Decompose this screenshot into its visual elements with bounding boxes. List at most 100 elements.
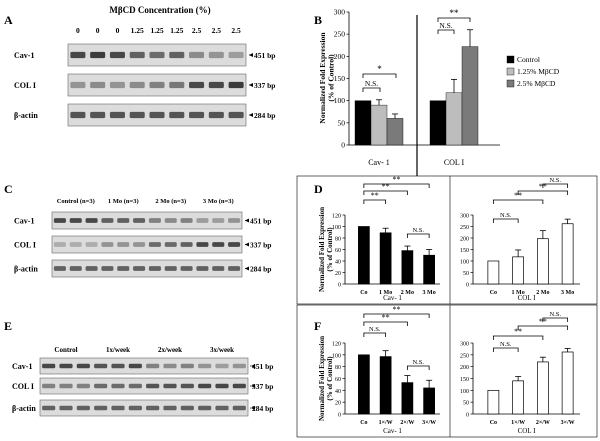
y-tick-label: 40: [335, 260, 341, 266]
y-tick-label: 60: [335, 248, 341, 254]
legend-label: 1.25% MβCD: [517, 67, 560, 76]
gel-band: [148, 218, 161, 223]
gel-band-size: 284 bp: [252, 404, 273, 413]
y-axis-label: Normalized Fold Expression(% of Control): [318, 207, 334, 292]
gel-band: [109, 51, 125, 59]
gel-panel-e: Control 1x/week 2x/week 3x/week Cav-1 451 bp…: [12, 346, 273, 417]
gel-band: [85, 218, 98, 223]
significance-label: N.S.: [500, 341, 512, 348]
y-tick-label: 120: [332, 214, 341, 220]
y-tick-label: 150: [460, 248, 469, 254]
y-tick-label: 250: [334, 30, 346, 39]
significance-bracket: [517, 190, 569, 195]
gel-row-0: Cav-1 451 bp: [12, 357, 273, 375]
gel-band: [232, 405, 246, 411]
bar-1-2: [461, 46, 479, 146]
gel-band: [149, 111, 165, 119]
gel-band: [76, 405, 90, 411]
gel-band: [149, 81, 165, 89]
legend: Control 1.25% MβCD 2.5% MβCD: [506, 55, 560, 88]
x-tick-label: Co: [360, 420, 367, 426]
gel-band: [59, 363, 73, 369]
gel-band: [69, 218, 82, 223]
y-axis-label-line: Normalized Fold Expression: [318, 207, 326, 292]
gel-strip: [39, 377, 249, 395]
y-tick-label: 100: [332, 353, 341, 359]
significance-label: N.S.: [439, 21, 452, 30]
gel-arrowhead: [251, 364, 255, 368]
gel-row-2: β-actin 284 bp: [14, 259, 271, 278]
gel-c-group-labels: Control (n=3) 1 Mo (n=3) 2 Mo (n=3) 3 Mo (n…: [57, 198, 234, 205]
subplot-1: 0 50 100 150 200 250 300 Co 1 Mo 2 Mo 3 Mo COL I N.S…: [460, 177, 580, 302]
gel-row-label: Cav-1: [12, 362, 32, 371]
y-tick-label: 0: [466, 283, 469, 289]
gel-band: [70, 51, 86, 59]
gel-band: [101, 218, 114, 223]
gel-band: [42, 383, 56, 389]
x-tick-label: 2×/W: [400, 420, 414, 426]
gel-band: [149, 51, 165, 59]
gel-band: [228, 81, 244, 89]
gel-band: [59, 383, 73, 389]
chart-d: Normalized Fold Expression(% of Control)…: [296, 175, 598, 305]
gel-band: [228, 51, 244, 59]
bar-1: [512, 380, 524, 415]
gel-a-lane-label: 1.25: [170, 26, 183, 35]
gel-row-label: β-actin: [14, 265, 38, 274]
gel-band: [129, 111, 145, 119]
gel-row-label: Cav-1: [14, 51, 34, 60]
bar-1: [512, 256, 524, 285]
gel-arrowhead: [245, 218, 249, 223]
panel-letter-b: B: [314, 13, 322, 27]
gel-row-label: COL I: [14, 81, 36, 90]
gel-band: [70, 81, 86, 89]
x-axis-label: COL I: [518, 427, 536, 435]
panel-letter-a: A: [4, 13, 13, 27]
y-tick-label: 200: [334, 52, 346, 61]
y-axis-label-line: (% of Control): [326, 356, 334, 401]
chart-b: 0 50 100 150 200 250 300 Normalized Fold Expres…: [318, 8, 560, 176]
significance-bracket: [492, 335, 544, 340]
y-tick-label: 200: [460, 365, 469, 371]
gel-band: [94, 383, 108, 389]
significance-label: N.S.: [365, 79, 378, 88]
gel-band: [94, 363, 108, 369]
significance-label: N.S.: [500, 212, 512, 219]
y-tick-label: 50: [463, 271, 469, 277]
gel-band: [196, 218, 209, 223]
x-tick-label: Co: [360, 290, 367, 296]
significance-label: N.S.: [412, 359, 424, 366]
x-tick-label: 1×/W: [511, 420, 525, 426]
panel-letter-c: C: [4, 182, 13, 196]
y-tick-label: 20: [335, 271, 341, 277]
gel-row-0: Cav-1 451 bp: [14, 43, 275, 67]
significance-bracket: [362, 73, 397, 78]
significance-label: *: [377, 64, 382, 74]
gel-band: [215, 383, 229, 389]
significance-bracket: [542, 317, 569, 322]
gel-band: [42, 405, 56, 411]
y-tick-label: 0: [341, 141, 345, 150]
gel-e-group-label: Control: [54, 346, 77, 354]
significance-bracket: [492, 199, 544, 204]
bar-0-1: [370, 104, 388, 146]
significance-bracket: [406, 233, 430, 238]
gel-band: [53, 266, 66, 271]
gel-a-lane-label: 1.25: [131, 26, 144, 35]
x-tick-label: 1×/W: [379, 420, 393, 426]
gel-band: [94, 405, 108, 411]
bar-3: [423, 387, 435, 415]
gel-e-group-label: 1x/week: [106, 346, 130, 354]
gel-band: [189, 81, 205, 89]
significance-label: N.S.: [369, 326, 381, 333]
gel-band: [42, 363, 56, 369]
gel-band: [228, 218, 241, 223]
gel-band: [198, 405, 212, 411]
gel-arrowhead: [249, 83, 253, 87]
gel-band: [180, 405, 194, 411]
y-tick-label: 0: [466, 413, 469, 419]
gel-row-0: Cav-1 451 bp: [14, 211, 271, 230]
bar-0-0: [354, 100, 372, 146]
